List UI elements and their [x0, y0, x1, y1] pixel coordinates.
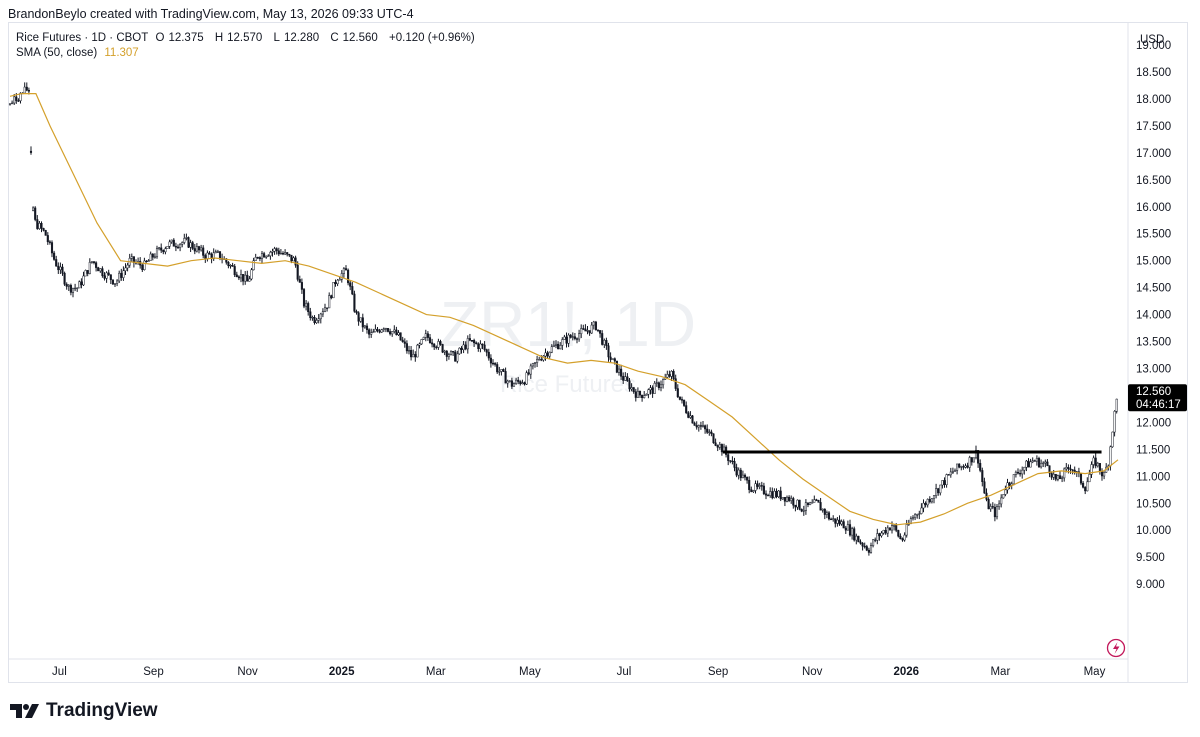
chart-attribution: BrandonBeylo created with TradingView.co… [8, 7, 414, 21]
low-value: L 12.280 [274, 32, 324, 44]
open-label: O [155, 32, 165, 44]
footer-brand[interactable]: TradingView [10, 700, 158, 722]
ohlc-legend: Rice Futures · 1D · CBOT O 12.375 H 12.570… [16, 32, 479, 44]
chart-frame [8, 22, 1188, 683]
open-value: O 12.375 [155, 32, 207, 44]
change-value: +0.120 (+0.96%) [389, 32, 475, 44]
high-value: H 12.570 [215, 32, 267, 44]
close-value: C 12.560 [330, 32, 382, 44]
close-label: C [330, 32, 339, 44]
footer-brand-text: TradingView [46, 700, 158, 721]
open-number: 12.375 [168, 32, 204, 44]
tradingview-logo-icon [10, 704, 39, 718]
sma-legend[interactable]: SMA (50, close) 11.307 [16, 47, 143, 59]
sma-label: SMA (50, close) [16, 47, 98, 59]
high-label: H [214, 32, 224, 44]
close-number: 12.560 [342, 32, 378, 44]
symbol-description[interactable]: Rice Futures · 1D · CBOT [16, 32, 149, 44]
low-label: L [273, 32, 280, 44]
low-number: 12.280 [283, 32, 320, 44]
high-number: 12.570 [227, 32, 263, 44]
sma-value: 11.307 [104, 47, 139, 59]
